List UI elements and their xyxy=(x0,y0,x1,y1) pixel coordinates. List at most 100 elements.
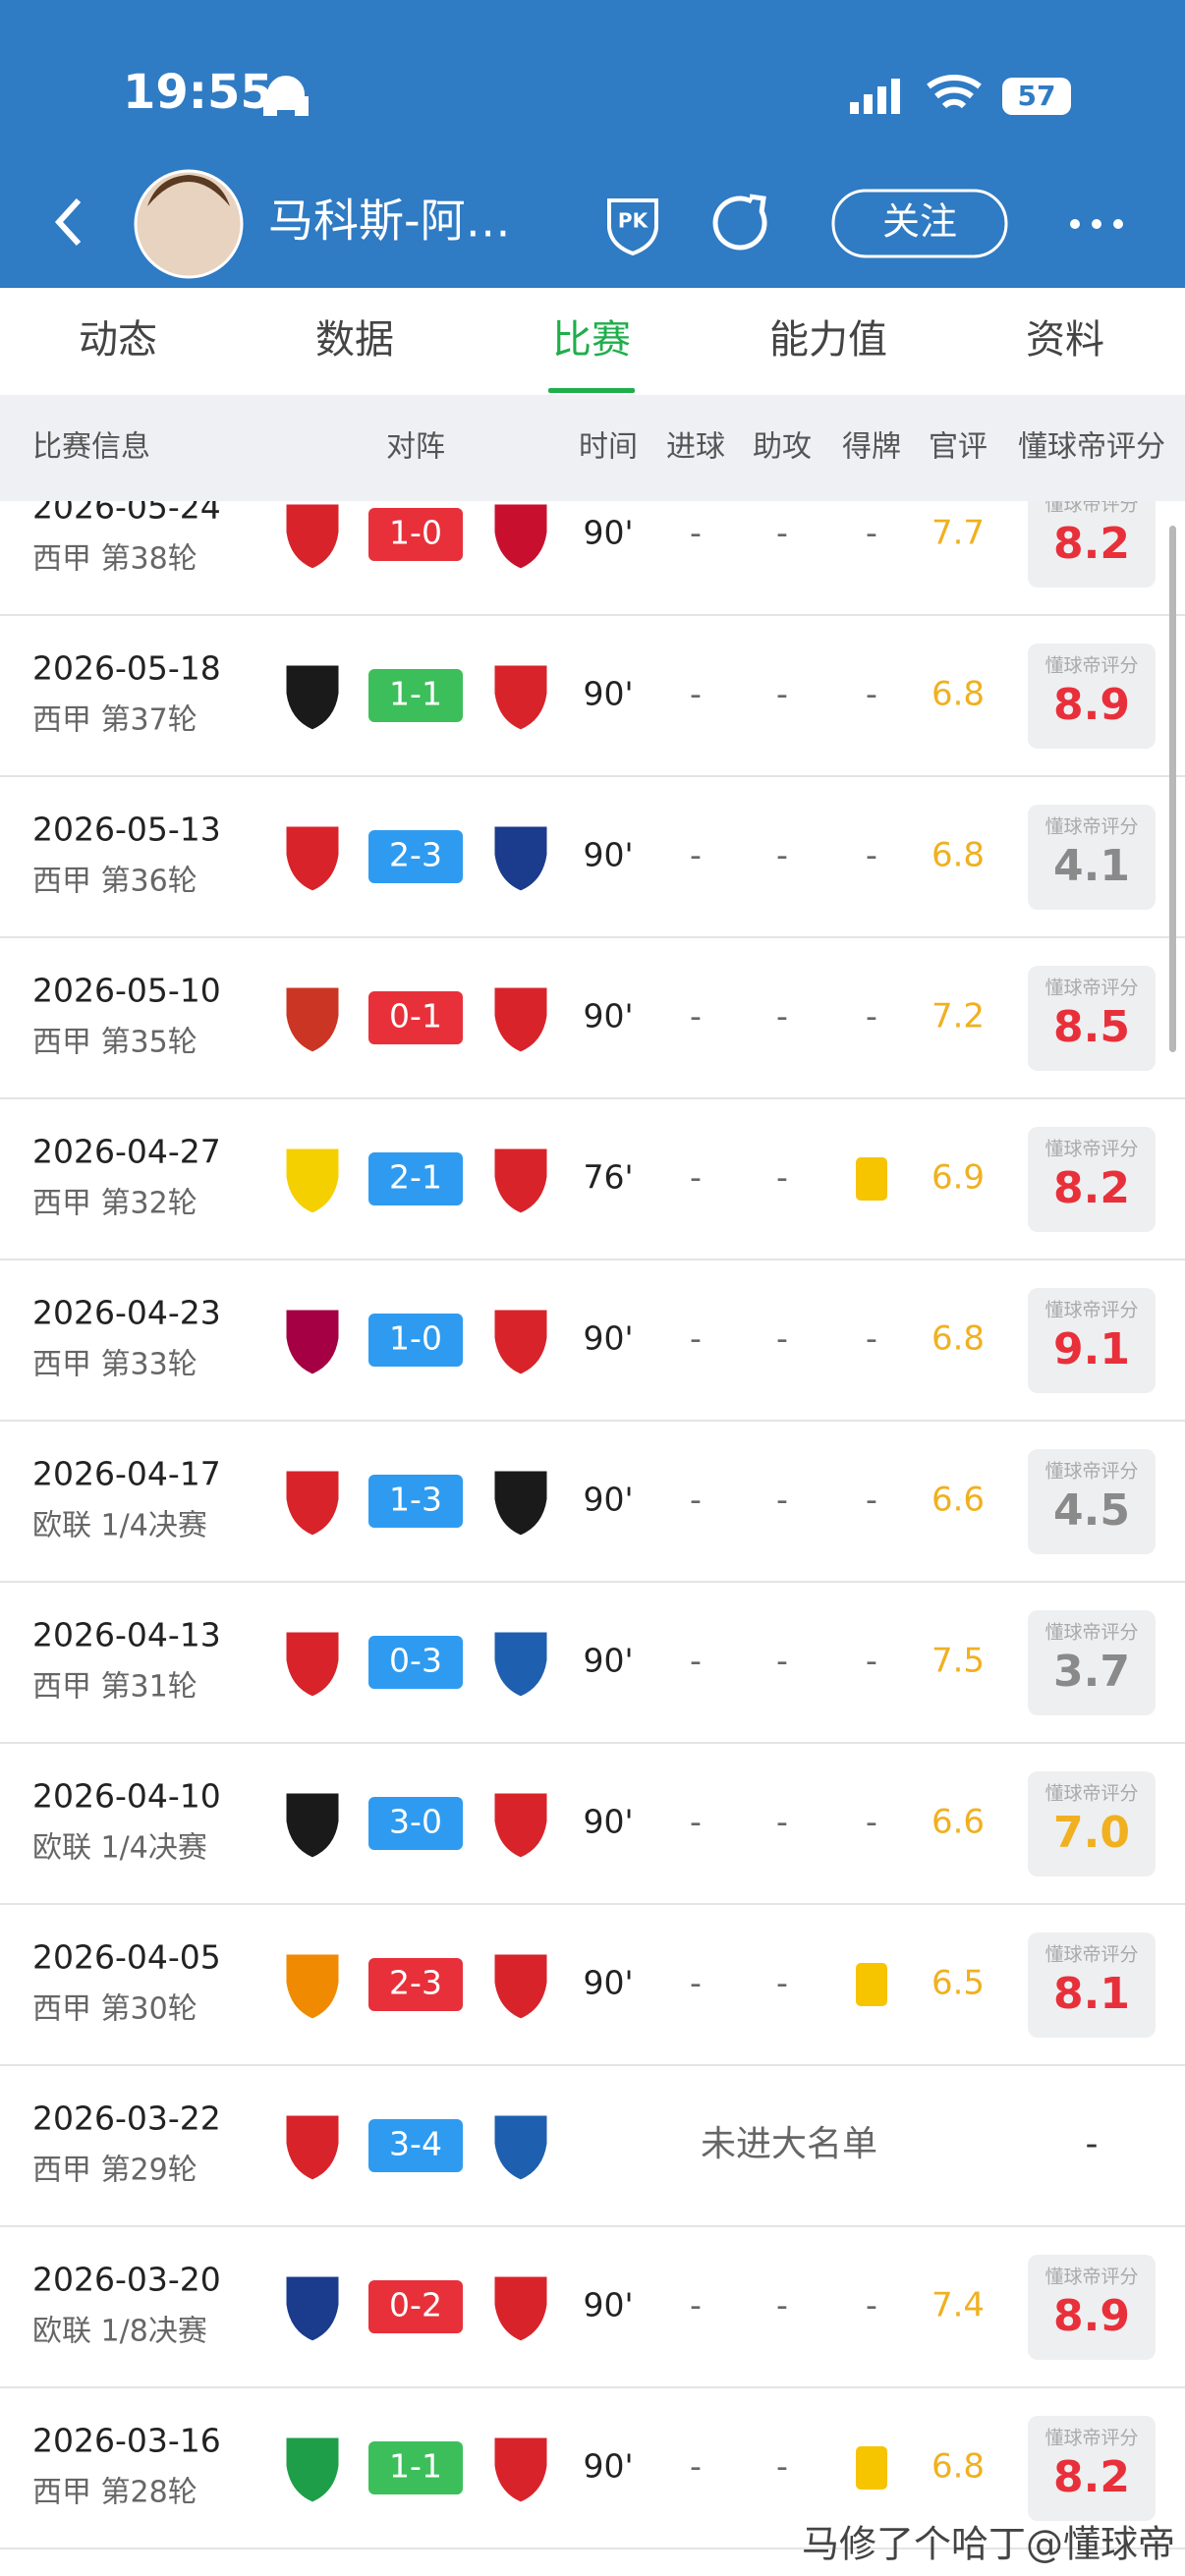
team-logo xyxy=(491,823,550,894)
time: 90' xyxy=(583,836,633,874)
score-badge xyxy=(368,1636,463,1689)
follow-label[interactable]: 关注 xyxy=(882,200,957,244)
column-header: 进球 xyxy=(666,430,725,465)
team-logo xyxy=(283,662,342,733)
competition: 西甲 第38轮 xyxy=(32,542,198,577)
column-header: 懂球帝评分 xyxy=(1018,430,1165,465)
rating-badge xyxy=(1028,805,1156,910)
player-name: 马科斯-阿… xyxy=(268,195,511,248)
match-date: 2026-03-20 xyxy=(32,2261,221,2299)
rating: 4.1 xyxy=(1053,841,1130,891)
team-logo xyxy=(283,501,342,572)
rating-badge xyxy=(1028,966,1156,1071)
team-logo xyxy=(491,1146,550,1216)
rating: 3.7 xyxy=(1053,1647,1130,1697)
score-badge xyxy=(368,991,463,1044)
rating-badge xyxy=(1028,1771,1156,1876)
competition: 西甲 第33轮 xyxy=(32,1348,198,1382)
more-button[interactable] xyxy=(1070,219,1123,229)
team-logo xyxy=(283,2273,342,2344)
score: 2-3 xyxy=(389,836,442,874)
competition: 欧联 1/4决赛 xyxy=(32,1831,207,1866)
rating: 8.9 xyxy=(1053,2291,1130,2341)
rating-badge xyxy=(1028,644,1156,749)
cards: - xyxy=(866,1642,877,1680)
assists: - xyxy=(776,2447,788,2486)
cards: - xyxy=(866,1319,877,1358)
match-date: 2026-03-22 xyxy=(32,2100,221,2138)
goals: - xyxy=(690,2286,702,2324)
official-rating: 6.9 xyxy=(931,1158,985,1198)
table-header xyxy=(0,395,1185,501)
yellow-card xyxy=(856,1963,887,2006)
share-button[interactable] xyxy=(712,194,767,251)
score: 3-4 xyxy=(389,2125,442,2163)
team-logo xyxy=(283,2112,342,2183)
rating: - xyxy=(1086,2124,1099,2164)
rating-label: 懂球帝评分 xyxy=(1044,978,1138,999)
team-logo xyxy=(491,1468,550,1539)
tab[interactable]: 数据 xyxy=(315,317,394,363)
cards: - xyxy=(866,836,877,874)
time: 90' xyxy=(583,675,633,713)
goals: - xyxy=(690,1319,702,1358)
pk-icon-text: PK xyxy=(618,209,649,233)
column-header: 时间 xyxy=(579,430,638,465)
match-date: 2026-04-10 xyxy=(32,1777,221,1816)
rating-label: 懂球帝评分 xyxy=(1044,2428,1138,2449)
wifi-icon xyxy=(927,75,982,109)
assists: - xyxy=(776,1803,788,1841)
team-logo xyxy=(491,662,550,733)
time: 90' xyxy=(583,1803,633,1841)
assists: - xyxy=(776,1642,788,1680)
assists: - xyxy=(776,1964,788,2002)
goals: - xyxy=(690,1803,702,1841)
rating-badge xyxy=(1028,1932,1156,2038)
rating-badge xyxy=(1028,1127,1156,1232)
follow-button[interactable] xyxy=(831,189,1008,258)
time: 90' xyxy=(583,1964,633,2002)
watermark: 马修了个哈丁@懂球帝 xyxy=(802,2523,1175,2566)
score-badge xyxy=(368,2119,463,2172)
status-time: 19:55 xyxy=(123,65,273,120)
tab[interactable]: 动态 xyxy=(79,317,157,363)
score: 1-1 xyxy=(389,675,442,713)
team-logo xyxy=(491,1951,550,2022)
rating-badge xyxy=(1028,2416,1156,2521)
match-date: 2026-04-17 xyxy=(32,1455,221,1493)
tab[interactable]: 资料 xyxy=(1026,317,1104,363)
table-header-labels: 比赛信息 对阵 时间 进球 助攻 得牌 官评 懂球帝评分 xyxy=(32,430,1165,465)
score: 0-2 xyxy=(389,2286,442,2324)
cards: - xyxy=(866,1481,877,1519)
team-logo xyxy=(491,2112,550,2183)
team-logo xyxy=(491,2435,550,2505)
score: 0-1 xyxy=(389,997,442,1036)
rating-label: 懂球帝评分 xyxy=(1044,494,1138,516)
cards: - xyxy=(866,675,877,713)
time: 76' xyxy=(583,1158,633,1197)
rating-badge xyxy=(1028,1288,1156,1393)
back-button[interactable] xyxy=(54,197,82,247)
rating-badge xyxy=(1028,1610,1156,1715)
tab[interactable]: 能力值 xyxy=(769,317,887,363)
rating-label: 懂球帝评分 xyxy=(1044,1461,1138,1483)
rating-badge xyxy=(1028,2255,1156,2360)
team-logo xyxy=(283,2435,342,2505)
score-badge xyxy=(368,2280,463,2333)
rating-badge xyxy=(1028,1449,1156,1554)
team-logo xyxy=(491,1790,550,1861)
score: 1-0 xyxy=(389,1319,442,1358)
rating-label: 懂球帝评分 xyxy=(1044,1300,1138,1321)
tab[interactable]: 比赛 xyxy=(552,317,631,363)
rating: 8.1 xyxy=(1053,1969,1130,2019)
score: 2-3 xyxy=(389,1964,442,2002)
assists: - xyxy=(776,2286,788,2324)
avatar[interactable] xyxy=(134,169,244,279)
pk-button[interactable] xyxy=(607,198,658,256)
official-rating: 6.8 xyxy=(931,2447,985,2487)
match-date: 2026-05-10 xyxy=(32,972,221,1010)
rating: 8.2 xyxy=(1053,519,1130,569)
team-logo xyxy=(491,1629,550,1700)
time: 90' xyxy=(583,1481,633,1519)
